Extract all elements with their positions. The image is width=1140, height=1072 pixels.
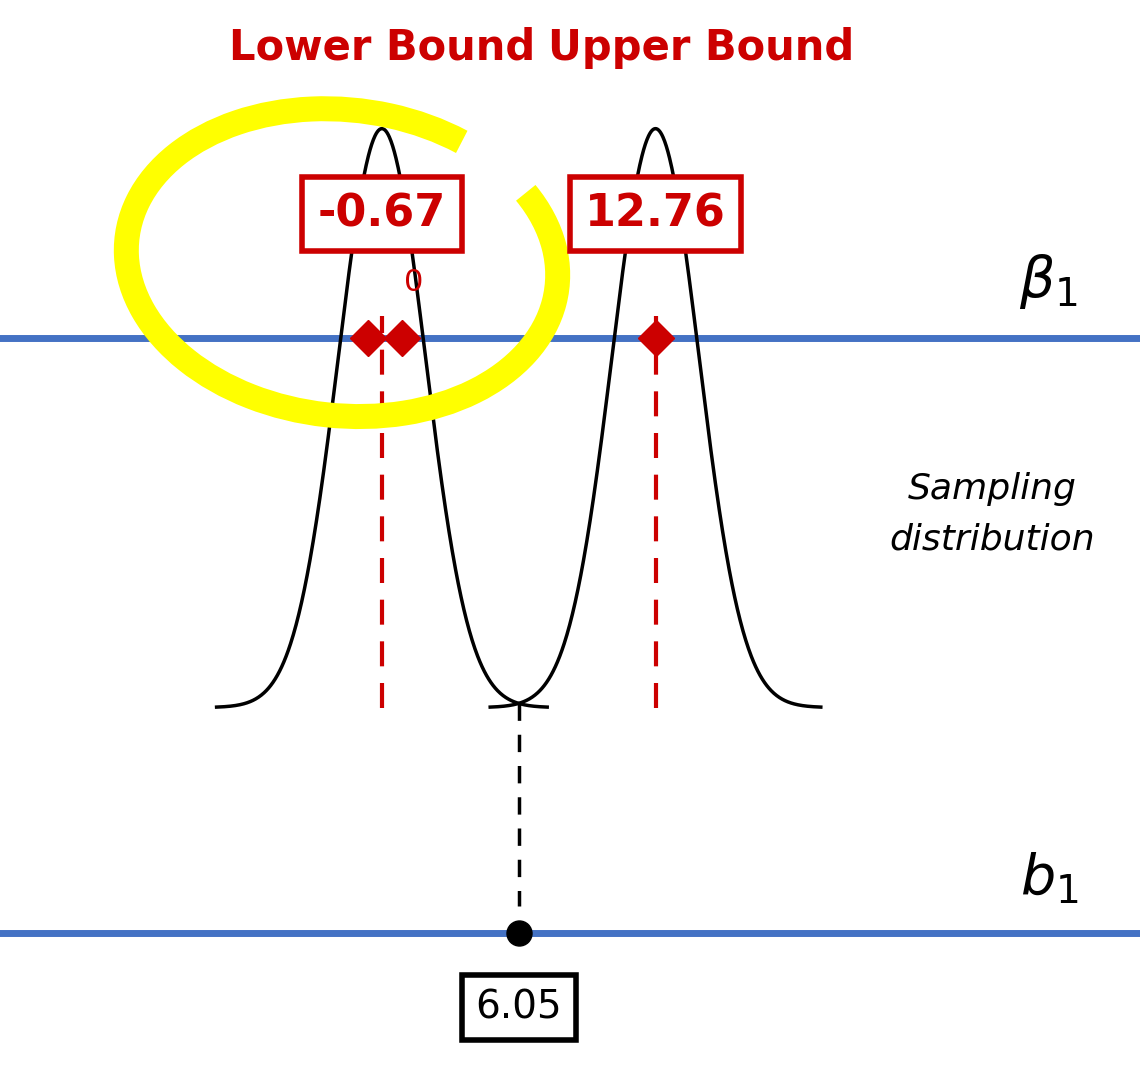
Text: 0: 0	[405, 268, 423, 297]
Text: 6.05: 6.05	[475, 988, 562, 1027]
Text: 12.76: 12.76	[585, 193, 726, 236]
Text: $\beta_1$: $\beta_1$	[1019, 252, 1078, 311]
Text: Lower Bound: Lower Bound	[229, 27, 535, 69]
Text: $b_1$: $b_1$	[1019, 851, 1078, 906]
Text: Sampling
distribution: Sampling distribution	[889, 473, 1094, 556]
Text: Upper Bound: Upper Bound	[548, 27, 854, 69]
Text: -0.67: -0.67	[318, 193, 446, 236]
